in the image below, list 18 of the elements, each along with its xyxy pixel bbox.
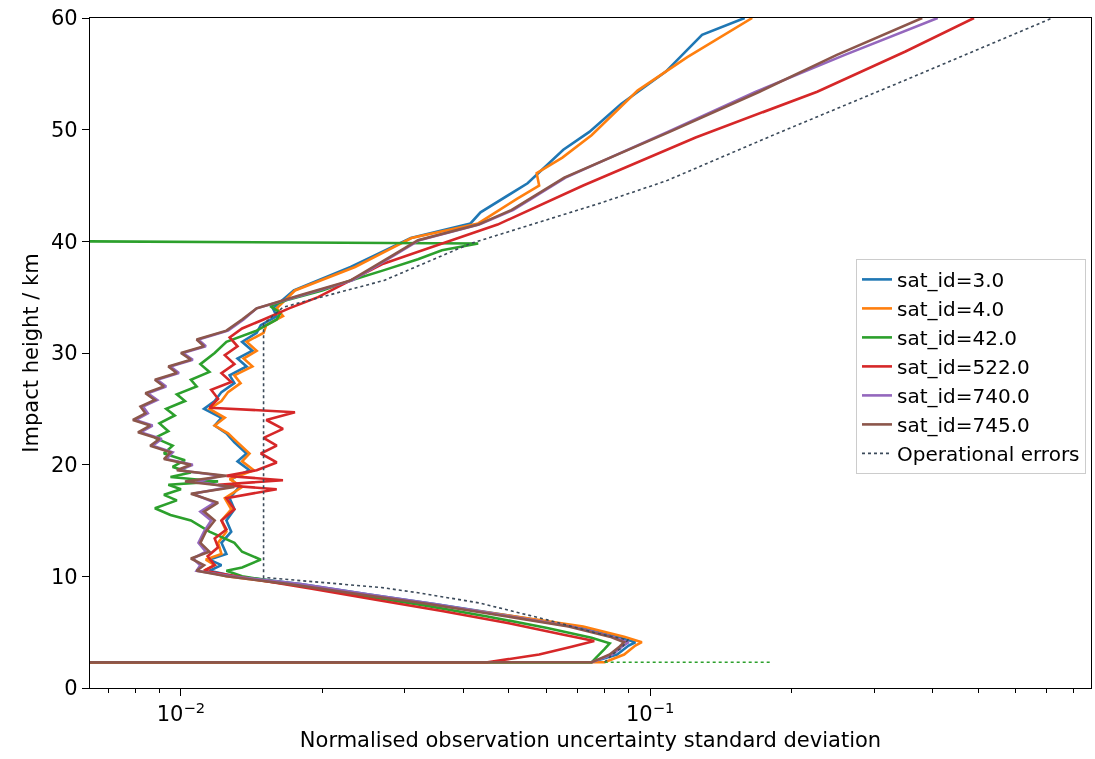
y-tick-label: 40 <box>50 229 78 254</box>
legend-label: sat_id=3.0 <box>896 268 1005 293</box>
legend-label: sat_id=740.0 <box>896 384 1030 409</box>
y-tick-label: 0 <box>64 676 78 701</box>
y-tick-label: 20 <box>50 453 78 478</box>
x-axis-title: Normalised observation uncertainty standard deviation <box>299 727 882 752</box>
y-tick-label: 30 <box>50 341 78 366</box>
y-axis-title: Impact height / km <box>19 253 44 453</box>
y-tick-label: 60 <box>50 6 78 31</box>
legend-label: Operational errors <box>896 442 1080 467</box>
y-tick-label: 50 <box>50 118 78 143</box>
x-tick-label: 10$^{−2}$ <box>156 698 206 727</box>
legend-label: sat_id=745.0 <box>896 413 1030 438</box>
legend-label: sat_id=42.0 <box>896 326 1018 351</box>
legend-label: sat_id=522.0 <box>896 355 1030 380</box>
legend-label: sat_id=4.0 <box>896 297 1005 322</box>
y-tick-label: 10 <box>50 564 78 589</box>
x-tick-label: 10$^{−1}$ <box>625 698 675 727</box>
